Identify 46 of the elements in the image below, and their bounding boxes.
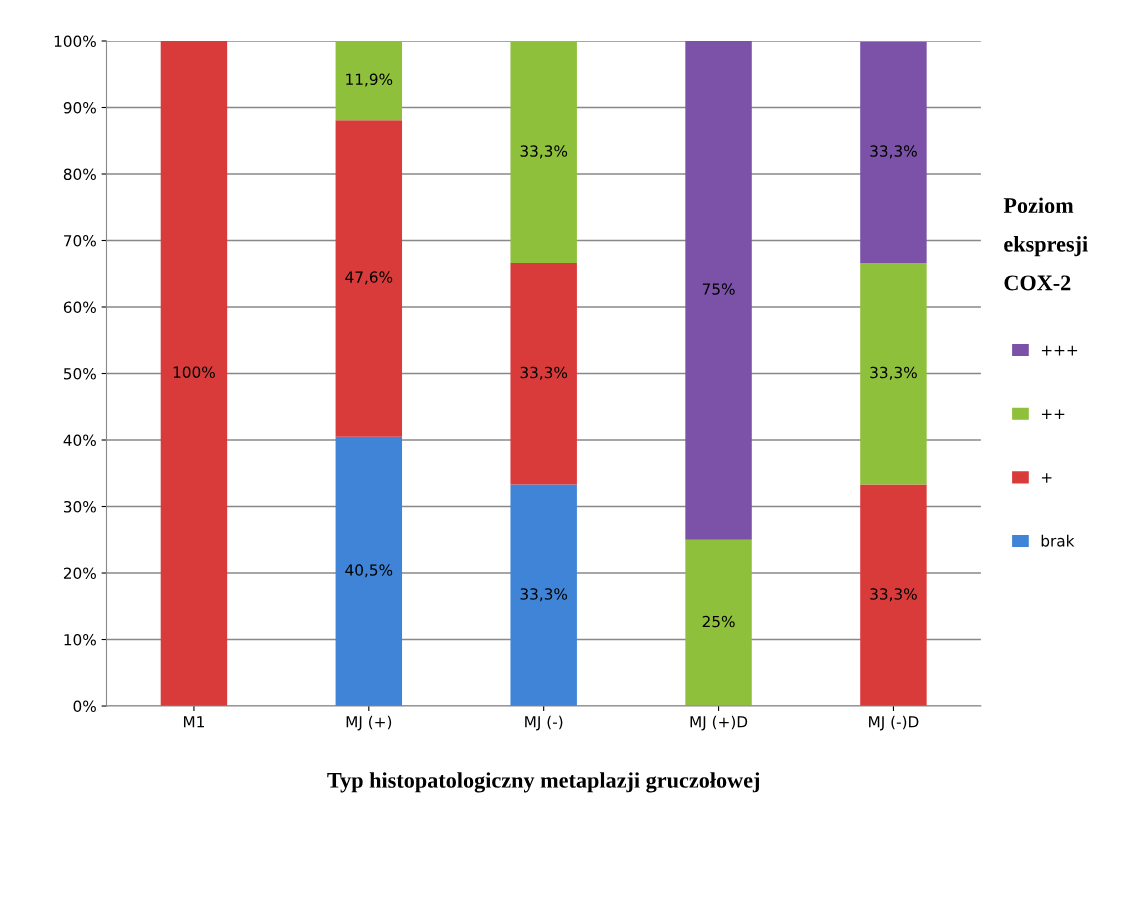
data-label: 11,9% (346, 73, 393, 87)
data-label: 33,3% (520, 145, 568, 159)
data-label: 33,3% (520, 366, 568, 380)
bar (335, 120, 403, 437)
x-tick-label: MJ (-)D (869, 715, 919, 731)
bar (160, 41, 228, 707)
y-tick-label: 70% (64, 234, 96, 247)
data-label: 47,6% (345, 271, 393, 285)
legend-label: brak (1041, 534, 1075, 547)
bar (685, 41, 752, 540)
bar (335, 436, 403, 707)
y-tick-label: 10% (64, 633, 96, 646)
bar (510, 41, 577, 264)
bar (860, 263, 927, 485)
x-tick-label: MJ (+) (346, 715, 392, 731)
legend-title: Poziom ekspresji COX-2 (1003, 197, 1088, 291)
y-tick-label: 0% (73, 700, 96, 713)
data-label: 75% (702, 283, 735, 295)
legend-label: + (1041, 473, 1052, 483)
x-tick-label: M1 (183, 716, 204, 728)
data-label: 33,3% (870, 145, 917, 159)
y-tick-label: 90% (63, 101, 96, 114)
x-tick-label: MJ (+)D (690, 715, 748, 731)
bar (860, 484, 927, 707)
data-label: 33,3% (870, 588, 917, 602)
data-label: 40,5% (345, 564, 393, 578)
x-tick-label: MJ (-) (525, 715, 563, 731)
y-tick-label: 50% (63, 367, 96, 380)
y-tick-label: 60% (63, 301, 96, 314)
legend-label: ++ (1041, 409, 1065, 420)
legend-label: +++ (1041, 345, 1078, 356)
x-axis-title: Typ histopatologiczny metaplazji gruczołowej (327, 772, 760, 793)
y-tick-label: 40% (63, 434, 96, 447)
y-tick-label: 20% (63, 567, 96, 580)
bar (335, 41, 403, 121)
bar (685, 539, 752, 707)
y-tick-label: 100% (54, 35, 96, 48)
y-tick-label: 80% (63, 168, 96, 181)
bar (860, 41, 927, 264)
bar (510, 263, 577, 485)
bar (510, 484, 577, 707)
data-label: 100% (173, 366, 215, 378)
data-label: 33,3% (520, 588, 568, 602)
data-label: 25% (702, 615, 735, 628)
data-label: 33,3% (870, 366, 917, 380)
y-tick-label: 30% (63, 500, 96, 513)
